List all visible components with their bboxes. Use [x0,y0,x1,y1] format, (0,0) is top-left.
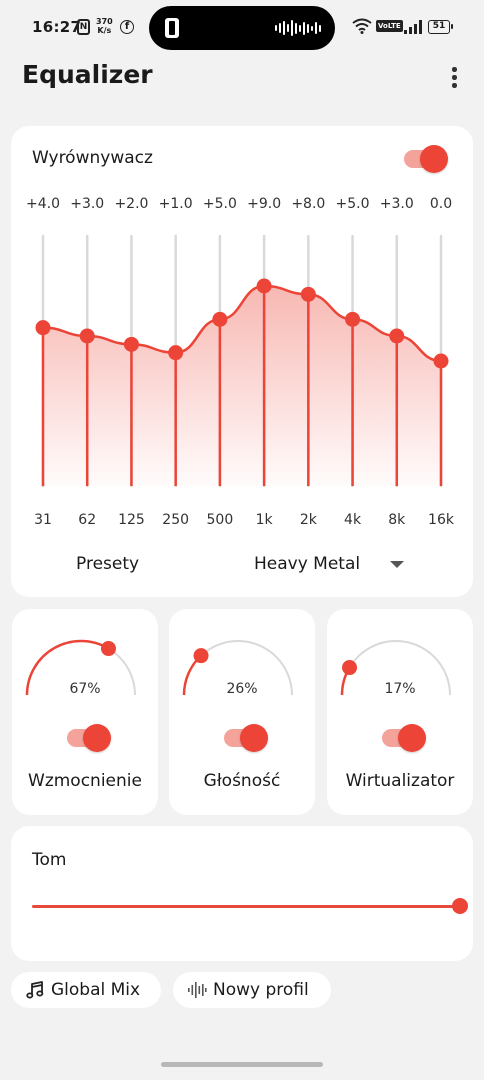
status-bar: 16:27 N 370 K/s f VoLTE 51 [0,0,484,56]
preset-dropdown[interactable]: Heavy Metal [251,548,416,580]
band-slider-handle[interactable] [168,345,184,361]
preset-value: Heavy Metal [254,554,361,574]
effect-card-virtualizer: 17% Wirtualizator [327,609,473,815]
volume-slider[interactable] [32,896,468,916]
band-slider-handle[interactable] [212,311,228,327]
home-indicator[interactable] [161,1062,323,1067]
volume-title: Tom [32,850,67,870]
band-frequency-label: 16k [428,512,454,528]
band-gain-label: +2.0 [114,196,149,212]
nfc-icon: N [77,19,90,35]
effect-value: 67% [69,681,101,697]
toggle-knob [83,724,111,752]
equalizer-card: Wyrównywacz +4.0 +3.0 +2.0 +1.0 +5.0 +9.0 +8.0… [11,126,473,597]
chevron-down-icon [390,561,404,568]
equalizer-title: Wyrównywacz [32,148,153,168]
audio-wave-icon [188,982,207,998]
audio-wave-icon [275,20,321,36]
band-frequency-label: 125 [118,512,145,528]
dynamic-island[interactable] [149,6,335,50]
more-vertical-icon[interactable] [444,64,464,90]
wifi-icon [352,18,372,34]
slider-thumb[interactable] [452,898,468,914]
band-frequency-label: 31 [34,512,52,528]
band-slider-handle[interactable] [300,286,316,302]
effect-card-bass-boost: 67% Wzmocnienie [12,609,158,815]
band-gain-labels: +4.0 +3.0 +2.0 +1.0 +5.0 +9.0 +8.0 +5.0 +3.0 0.0 [11,196,473,216]
bass-boost-dial[interactable] [25,633,145,703]
band-gain-label: +3.0 [70,196,105,212]
dial-progress [25,639,110,696]
band-slider-handle[interactable] [79,328,95,344]
band-frequency-label: 62 [78,512,97,528]
net-speed: 370 K/s [96,17,113,35]
band-gain-label: +9.0 [247,196,282,212]
band-frequency-label: 250 [162,512,190,528]
net-speed-value: 370 [96,17,113,26]
band-frequency-label: 2k [299,512,317,528]
band-slider-handle[interactable] [389,328,405,344]
band-frequency-label: 500 [206,512,234,528]
loudness-toggle[interactable] [224,724,268,752]
virtualizer-dial[interactable] [340,633,460,703]
effect-card-loudness: 26% Głośność [169,609,315,815]
new-profile-button[interactable]: Nowy profil [173,972,331,1008]
eq-curve-line [42,284,442,363]
page-title: Equalizer [22,60,153,89]
band-slider-handle[interactable] [123,336,139,352]
dial-handle[interactable] [193,648,209,664]
band-gain-label: +5.0 [202,196,237,212]
equalizer-chart[interactable] [11,226,473,496]
facebook-icon: f [120,20,134,34]
effect-label: Wirtualizator [345,771,455,791]
volte-icon: VoLTE [376,20,403,32]
virtualizer-toggle[interactable] [382,724,426,752]
global-mix-button[interactable]: Global Mix [11,972,161,1008]
battery-icon: 51 [428,20,453,34]
band-gain-label: +3.0 [379,196,414,212]
band-slider-handle[interactable] [35,320,51,336]
dial-handle[interactable] [342,660,358,676]
dial-handle[interactable] [100,641,116,657]
chip-label: Global Mix [51,980,141,1000]
band-slider-handle[interactable] [433,353,449,369]
signal-icon [404,20,422,34]
band-frequency-label: 8k [388,512,406,528]
net-speed-unit: K/s [97,26,112,35]
eq-curve-fill [43,286,441,486]
band-frequency-label: 4k [344,512,362,528]
effect-label: Głośność [203,771,281,791]
band-slider-handle[interactable] [345,311,361,327]
status-time: 16:27 [32,18,82,36]
band-slider-handle[interactable] [256,278,272,294]
chip-label: Nowy profil [213,980,309,1000]
band-frequency-labels: 31 62 125 250 500 1k 2k 4k 8k 16k [11,512,473,532]
band-gain-label: +4.0 [26,196,60,212]
band-gain-label: +5.0 [335,196,370,212]
toggle-knob [420,145,448,173]
music-note-icon [26,981,44,999]
effect-value: 17% [384,681,416,697]
volume-card: Tom [11,826,473,961]
preset-label: Presety [76,554,140,574]
toggle-knob [240,724,268,752]
loudness-dial[interactable] [182,633,302,703]
effect-label: Wzmocnienie [28,771,142,791]
band-frequency-label: 1k [255,512,273,528]
slider-track [32,905,460,908]
effect-value: 26% [226,681,258,697]
bass-boost-toggle[interactable] [67,724,111,752]
app-icon [165,18,179,38]
equalizer-toggle[interactable] [404,145,448,173]
band-gain-label: 0.0 [429,196,453,212]
band-gain-label: +1.0 [158,196,193,212]
band-gain-label: +8.0 [291,196,326,212]
toggle-knob [398,724,426,752]
